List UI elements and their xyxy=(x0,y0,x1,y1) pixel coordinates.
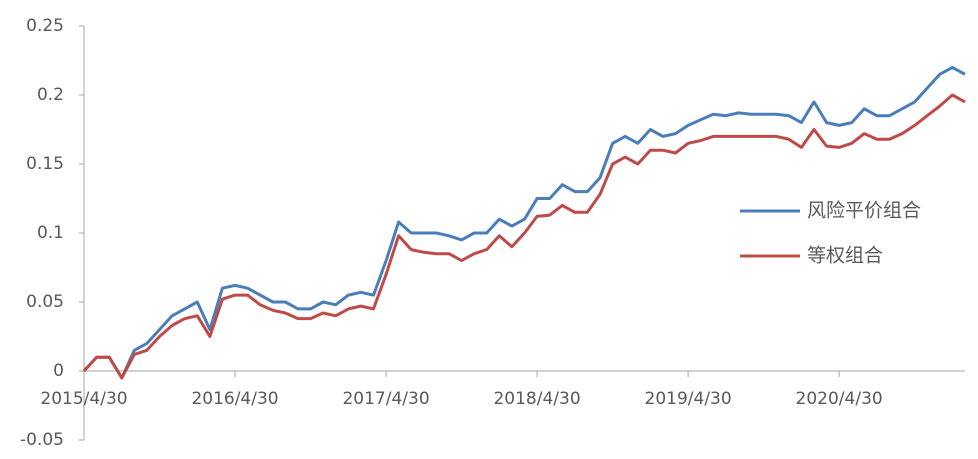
y-tick-label: 0.15 xyxy=(26,154,64,174)
x-tick-label: 2015/4/30 xyxy=(40,389,127,409)
y-tick-label: 0.1 xyxy=(37,223,64,243)
x-tick-label: 2017/4/30 xyxy=(342,389,429,409)
legend-label: 等权组合 xyxy=(807,245,883,267)
y-tick-label: 0.05 xyxy=(26,292,64,312)
y-tick-label: 0 xyxy=(53,361,64,381)
x-tick-label: 2019/4/30 xyxy=(645,389,732,409)
x-tick-label: 2016/4/30 xyxy=(191,389,278,409)
series-line xyxy=(82,65,966,380)
legend-label: 风险平价组合 xyxy=(807,200,921,222)
x-tick-label: 2018/4/30 xyxy=(493,389,580,409)
series-line xyxy=(82,93,966,380)
y-tick-label: 0.2 xyxy=(37,85,64,105)
y-tick-label: 0.25 xyxy=(26,16,64,36)
y-tick-label: -0.05 xyxy=(20,430,64,450)
x-tick-label: 2020/4/30 xyxy=(796,389,883,409)
